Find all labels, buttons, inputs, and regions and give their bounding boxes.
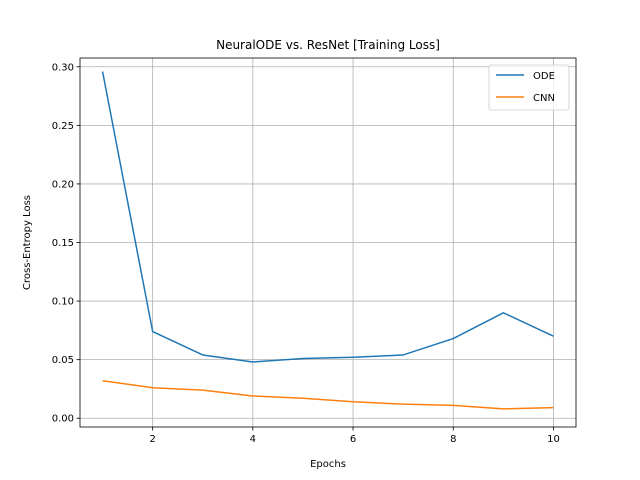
- y-tick-label: 0.30: [52, 62, 74, 73]
- legend-box: [488, 64, 570, 111]
- x-tick-label: 4: [250, 434, 256, 445]
- x-tick-label: 10: [547, 434, 560, 445]
- y-axis-label: Cross-Entropy Loss: [22, 195, 33, 290]
- y-tick-label: 0.20: [52, 179, 74, 190]
- grid-lines: [80, 58, 576, 427]
- axis-ticks: 2 4 6 8 10 0.00 0.05 0.10 0.15 0.20 0.25 0.30: [52, 62, 560, 445]
- y-tick-label: 0.15: [52, 238, 74, 249]
- legend: ODE CNN: [488, 64, 570, 111]
- legend-label-ode: ODE: [533, 71, 555, 82]
- series-lines: [101, 71, 554, 410]
- x-axis-label: Epochs: [310, 459, 346, 470]
- series-line-ode: [101, 71, 554, 363]
- series-line-cnn: [102, 379, 554, 410]
- y-tick-label: 0.00: [52, 414, 74, 425]
- legend-label-cnn: CNN: [533, 93, 555, 104]
- y-tick-label: 0.10: [52, 297, 74, 308]
- x-tick-label: 8: [450, 434, 456, 445]
- x-tick-label: 2: [149, 434, 155, 445]
- y-tick-label: 0.25: [52, 121, 74, 132]
- x-tick-label: 6: [350, 434, 356, 445]
- y-tick-label: 0.05: [52, 355, 74, 366]
- chart-title: NeuralODE vs. ResNet [Training Loss]: [216, 38, 440, 52]
